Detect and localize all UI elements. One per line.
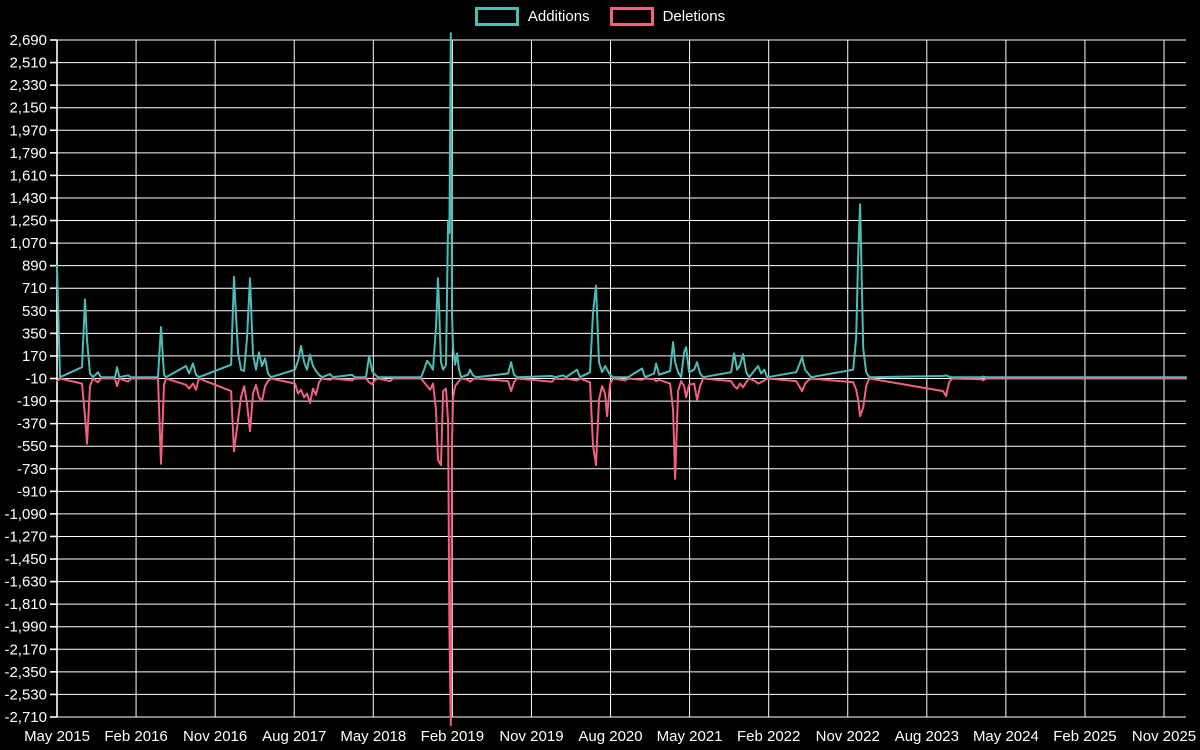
y-axis-tick-label: 1,790 bbox=[9, 145, 47, 162]
y-axis-tick-label: -910 bbox=[17, 483, 47, 500]
y-axis-tick-label: -1,090 bbox=[4, 506, 47, 523]
legend: Additions Deletions bbox=[0, 7, 1200, 26]
y-axis-tick-label: 170 bbox=[22, 348, 47, 365]
x-axis-tick-label: May 2021 bbox=[657, 728, 723, 745]
x-axis-tick-label: Nov 2016 bbox=[183, 728, 247, 745]
deletions-legend-label: Deletions bbox=[662, 8, 726, 25]
y-axis-tick-label: -190 bbox=[17, 393, 47, 410]
y-axis-tick-label: -1,810 bbox=[4, 596, 47, 613]
y-axis-tick-label: 2,150 bbox=[9, 100, 47, 117]
x-axis-tick-label: Aug 2017 bbox=[262, 728, 326, 745]
x-axis-tick-label: Aug 2023 bbox=[895, 728, 959, 745]
deletions-line-series bbox=[56, 377, 1187, 727]
y-axis-tick-label: 2,510 bbox=[9, 55, 47, 72]
y-axis-tick-label: 1,610 bbox=[9, 167, 47, 184]
x-axis-tick-label: Feb 2016 bbox=[104, 728, 167, 745]
x-axis-tick-label: Nov 2022 bbox=[816, 728, 880, 745]
y-axis-tick-label: 350 bbox=[22, 325, 47, 342]
y-axis-tick-label: -550 bbox=[17, 438, 47, 455]
y-axis-tick-label: -2,710 bbox=[4, 709, 47, 726]
y-axis-tick-label: -2,350 bbox=[4, 664, 47, 681]
legend-item-additions[interactable]: Additions bbox=[474, 7, 590, 26]
y-axis-tick-label: -10 bbox=[25, 371, 47, 388]
x-axis-tick-label: May 2018 bbox=[340, 728, 406, 745]
y-axis-tick-label: -370 bbox=[17, 416, 47, 433]
x-axis-tick-label: Feb 2019 bbox=[421, 728, 484, 745]
y-axis-tick-label: -730 bbox=[17, 461, 47, 478]
y-axis-tick-label: 1,430 bbox=[9, 190, 47, 207]
legend-item-deletions[interactable]: Deletions bbox=[609, 7, 726, 26]
x-axis-tick-label: Nov 2019 bbox=[499, 728, 563, 745]
x-axis-tick-label: Aug 2020 bbox=[578, 728, 642, 745]
x-axis-tick-label: Feb 2025 bbox=[1053, 728, 1116, 745]
x-axis-tick-label: May 2024 bbox=[973, 728, 1039, 745]
y-axis-tick-label: 1,070 bbox=[9, 235, 47, 252]
y-axis-tick-label: -1,270 bbox=[4, 528, 47, 545]
deletions-swatch bbox=[609, 7, 654, 26]
y-axis-tick-label: 2,330 bbox=[9, 77, 47, 94]
y-axis-tick-label: -1,450 bbox=[4, 551, 47, 568]
y-axis-tick-label: 710 bbox=[22, 280, 47, 297]
x-axis-tick-label: Nov 2025 bbox=[1132, 728, 1196, 745]
additions-legend-label: Additions bbox=[527, 8, 590, 25]
y-axis-tick-label: 1,250 bbox=[9, 213, 47, 230]
y-axis-tick-label: 890 bbox=[22, 258, 47, 275]
additions-swatch bbox=[474, 7, 519, 26]
y-axis-tick-label: -1,630 bbox=[4, 574, 47, 591]
y-axis-tick-label: 1,970 bbox=[9, 122, 47, 139]
y-axis-tick-label: -1,990 bbox=[4, 619, 47, 636]
x-axis-tick-label: Feb 2022 bbox=[737, 728, 800, 745]
y-axis-tick-label: 2,690 bbox=[9, 32, 47, 49]
y-axis-tick-label: 530 bbox=[22, 303, 47, 320]
y-axis-tick-label: -2,530 bbox=[4, 686, 47, 703]
additions-line-series bbox=[56, 32, 1187, 379]
x-axis-tick-label: May 2015 bbox=[24, 728, 90, 745]
y-axis-tick-label: -2,170 bbox=[4, 641, 47, 658]
